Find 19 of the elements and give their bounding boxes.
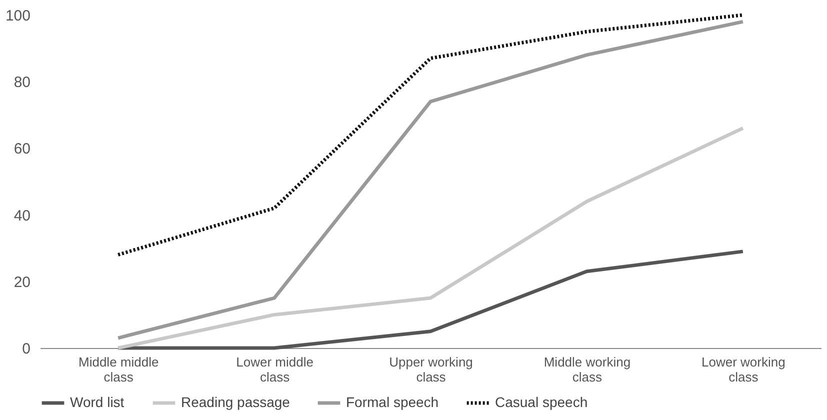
x-tick-label: Upper working class xyxy=(389,354,473,384)
line-series xyxy=(116,250,745,350)
y-tick-label: 100 xyxy=(5,8,30,24)
line-series xyxy=(116,20,745,340)
y-tick-label: 20 xyxy=(14,274,30,291)
line-series xyxy=(116,126,745,350)
y-tick-label: 60 xyxy=(14,140,30,158)
x-tick-label: Middle middle class xyxy=(78,354,159,384)
legend-label: Word list xyxy=(70,394,124,410)
y-tick-label: 40 xyxy=(14,207,30,224)
y-tick-label: 80 xyxy=(14,74,30,92)
x-tick-label: Lower middle class xyxy=(236,354,314,384)
legend-label: Reading passage xyxy=(181,394,290,410)
y-tick-label: 0 xyxy=(22,340,30,358)
x-tick-label: Lower working class xyxy=(701,354,786,384)
legend-label: Formal speech xyxy=(346,394,439,410)
x-tick-label: Middle working class xyxy=(544,354,631,384)
line-series xyxy=(116,13,745,257)
legend-label: Casual speech xyxy=(495,394,588,410)
